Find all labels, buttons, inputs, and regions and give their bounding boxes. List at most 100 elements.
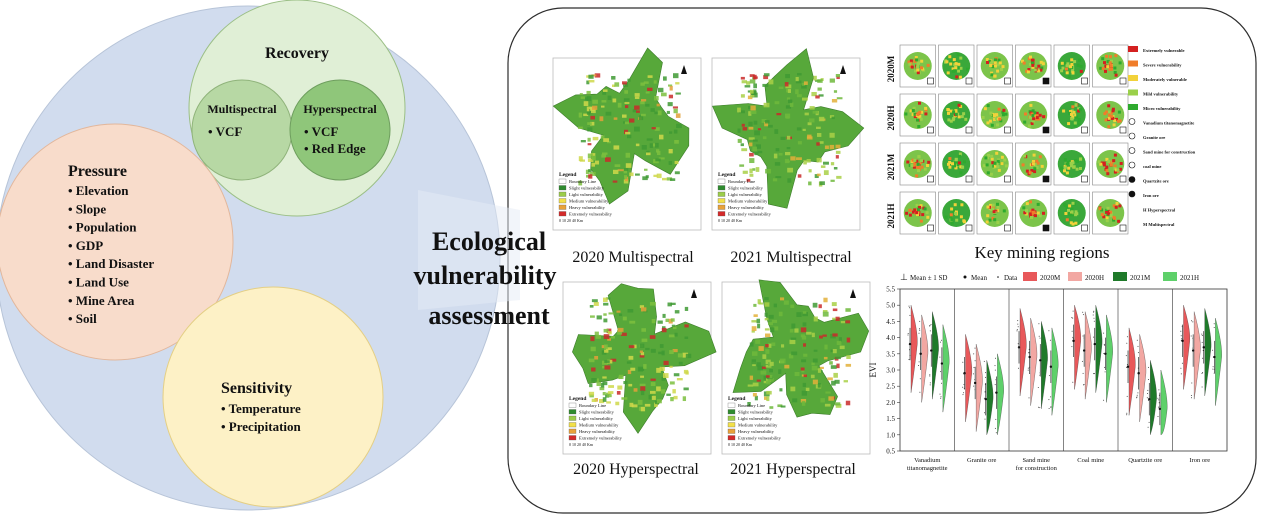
grid-pixel	[1060, 61, 1064, 65]
grid-pixel	[1071, 201, 1075, 205]
map-pixel	[656, 399, 662, 404]
map-pixel	[603, 313, 607, 316]
map-pixel	[591, 108, 596, 114]
grid-pixel	[991, 65, 995, 69]
grid-pixel	[1099, 162, 1103, 166]
map-pixel	[797, 141, 802, 145]
map-pixel	[639, 383, 646, 387]
grid-pixel	[912, 165, 916, 169]
map-pixel	[634, 93, 640, 97]
grid-pixel	[1073, 60, 1077, 64]
grid-pixel	[1024, 112, 1027, 116]
map-pixel	[628, 345, 635, 349]
map-pixel	[751, 359, 757, 365]
map-pixel	[586, 106, 593, 112]
data-point	[1017, 323, 1019, 325]
map-pixel	[675, 82, 680, 85]
square-grid-icon	[965, 224, 973, 232]
map-pixel	[613, 145, 620, 150]
y-tick-label: 5.0	[886, 302, 895, 310]
grid-pixel	[911, 113, 915, 117]
map-pixel	[649, 143, 653, 148]
map-pixel	[666, 393, 671, 396]
map-pixel	[643, 81, 649, 84]
map-legend-item: Medium vulnerability	[579, 423, 619, 428]
map-pixel	[578, 112, 582, 118]
grid-pixel	[1031, 58, 1035, 62]
grid-pixel	[957, 161, 961, 165]
map-pixel	[753, 303, 757, 307]
grid-pixel	[996, 69, 1000, 73]
map-pixel	[637, 399, 643, 405]
grid-cell	[1015, 44, 1052, 88]
grid-pixel	[915, 211, 919, 215]
grid-pixel	[909, 109, 913, 113]
map-pixel	[833, 90, 838, 93]
grid-pixel	[1073, 124, 1077, 127]
grid-pixel	[945, 60, 949, 64]
map-pixel	[646, 152, 651, 156]
map-pixel	[624, 100, 630, 104]
grid-pixel	[1038, 214, 1042, 218]
grid-pixel	[997, 107, 1001, 111]
mean-point	[1082, 349, 1086, 352]
grid-cell	[1053, 142, 1090, 186]
map-pixel	[801, 359, 807, 363]
map-pixel	[671, 324, 676, 327]
map-pixel	[651, 395, 656, 400]
data-point	[1017, 326, 1019, 328]
map-pixel	[579, 159, 585, 162]
grid-cell	[976, 93, 1013, 137]
mean-point	[919, 352, 922, 355]
map-pixel	[592, 105, 598, 110]
half-circle-icon	[1128, 118, 1136, 125]
dot-circle-icon	[1004, 224, 1011, 232]
map-pixel	[835, 316, 840, 321]
grid-pixel	[1023, 211, 1027, 215]
map-pixel	[603, 138, 610, 142]
map-pixel	[800, 334, 805, 338]
map-pixel	[590, 346, 596, 352]
grid-pixel	[958, 75, 962, 79]
map-pixel	[641, 99, 647, 102]
data-point	[1158, 399, 1160, 401]
grid-pixel	[1109, 111, 1113, 115]
grid-cell	[976, 191, 1013, 235]
grid-pixel	[1036, 161, 1040, 165]
grid-pixel	[948, 157, 952, 161]
map-pixel	[656, 103, 660, 107]
map-pixel	[594, 356, 599, 360]
series-legend-label: 2020H	[1085, 274, 1104, 282]
grid-pixel	[1067, 122, 1071, 126]
map-pixel	[585, 169, 590, 175]
map-pixel	[601, 382, 605, 388]
series-legend-swatch	[1068, 272, 1082, 281]
grid-legend-item: Vanadium titanomagnetite	[1143, 121, 1194, 126]
grid-pixel	[908, 208, 912, 212]
data-point	[1072, 381, 1074, 383]
grid-pixel	[954, 162, 958, 165]
map-pixel	[646, 150, 650, 154]
data-point	[1028, 397, 1030, 399]
data-point	[995, 418, 997, 420]
grid-pixel	[1001, 110, 1005, 114]
data-point	[1192, 321, 1194, 323]
grid-pixel	[1113, 119, 1117, 123]
square-grid-icon	[965, 175, 973, 183]
data-point	[985, 376, 986, 378]
grid-legend-item: Iron ore	[1143, 193, 1159, 198]
map-pixel	[775, 148, 780, 152]
map-pixel	[825, 391, 831, 394]
map-pixel	[766, 390, 772, 395]
map-pixel	[625, 131, 631, 135]
map-pixel	[640, 352, 645, 356]
map-pixel	[823, 297, 828, 303]
grid-pixel	[959, 171, 963, 175]
data-point	[939, 356, 941, 358]
map-legend-item: Light vulnerability	[579, 416, 614, 421]
grid-pixel	[1003, 158, 1007, 162]
data-point	[1082, 335, 1084, 337]
grid-pixel	[946, 71, 950, 75]
map-pixel	[647, 87, 653, 91]
map-pixel	[668, 149, 673, 154]
